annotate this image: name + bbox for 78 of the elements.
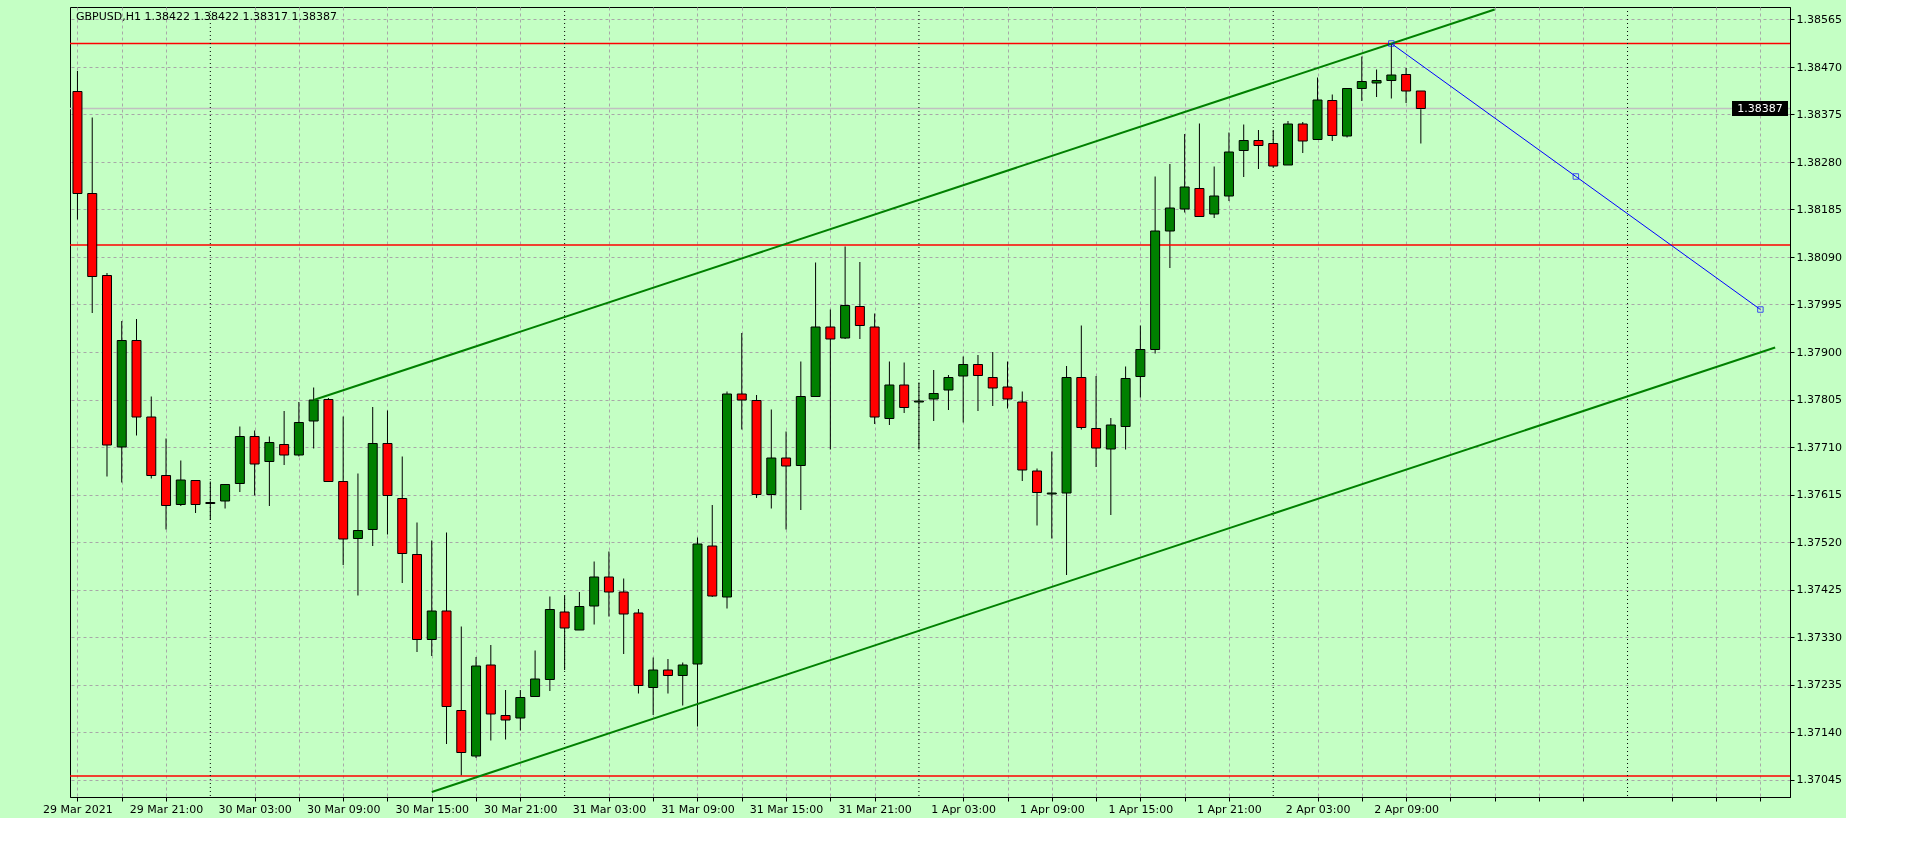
point <box>1757 306 1764 313</box>
y-tick-label: 1.37995 <box>1796 298 1842 311</box>
candlestick <box>736 332 747 430</box>
candlestick <box>1164 163 1175 269</box>
candlestick <box>1238 124 1249 178</box>
x-tick-label: 31 Mar 21:00 <box>838 802 912 816</box>
candlestick <box>264 436 275 507</box>
x-tick-label: 1 Apr 09:00 <box>1019 802 1085 816</box>
candlestick <box>1415 90 1426 144</box>
candlestick <box>1091 375 1102 468</box>
candlestick <box>662 658 673 694</box>
candlestick <box>677 662 688 706</box>
x-tick-label: 30 Mar 09:00 <box>306 802 381 816</box>
y-tick-label: 1.38565 <box>1796 13 1842 26</box>
candlestick <box>1209 166 1220 219</box>
candlestick <box>515 689 526 731</box>
candlestick <box>972 354 983 412</box>
y-tick-label: 1.38280 <box>1796 155 1842 169</box>
x-tick-label: 30 Mar 15:00 <box>395 802 469 816</box>
candlestick <box>1179 133 1190 213</box>
candlestick <box>530 650 541 697</box>
y-tick-label: 1.37710 <box>1796 440 1842 454</box>
candlestick <box>352 473 363 596</box>
y-tick-label: 1.37425 <box>1796 583 1842 596</box>
candlestick <box>1046 451 1057 539</box>
candlestick <box>574 591 585 631</box>
y-tick-label: 1.37235 <box>1796 678 1842 691</box>
y-tick-label: 1.37330 <box>1796 630 1842 644</box>
candlestick <box>1253 129 1264 170</box>
candlestick <box>781 431 792 530</box>
candlestick <box>958 356 969 423</box>
candlestick <box>1297 121 1308 154</box>
x-tick-label: 31 Mar 09:00 <box>661 802 735 816</box>
candlestick <box>648 657 659 716</box>
candlestick <box>854 261 865 340</box>
y-tick-label: 1.38185 <box>1796 203 1842 216</box>
x-tick-label: 1 Apr 15:00 <box>1108 802 1174 816</box>
candlestick <box>1386 43 1397 99</box>
candlestick <box>220 484 231 509</box>
y-tick-label: 1.37140 <box>1796 725 1842 739</box>
y-tick-label: 1.37805 <box>1796 393 1842 406</box>
candlestick <box>1002 361 1013 409</box>
x-tick-label: 30 Mar 21:00 <box>484 802 558 816</box>
y-tick-label: 1.38470 <box>1796 60 1842 74</box>
candlestick <box>618 578 629 655</box>
candlestick <box>943 374 954 411</box>
y-tick-label: 1.38090 <box>1796 250 1842 264</box>
candlestick <box>899 362 910 414</box>
point <box>1572 173 1580 180</box>
x-tick-label: 29 Mar 21:00 <box>129 802 204 816</box>
candlestick <box>500 689 511 740</box>
candlestick <box>190 480 201 514</box>
y-tick-label: 1.37900 <box>1796 345 1842 359</box>
candlestick <box>825 309 836 450</box>
x-tick-label: 2 Apr 03:00 <box>1285 802 1351 816</box>
y-tick-label: 1.37520 <box>1796 535 1842 549</box>
x-tick-label: 29 Mar 2021 <box>43 802 113 816</box>
ref-line-label: 1.38387 <box>1737 101 1783 115</box>
x-tick-label: 1 Apr 21:00 <box>1197 802 1262 816</box>
y-tick-label: 1.37615 <box>1796 488 1842 501</box>
candlestick <box>1105 417 1116 516</box>
candlestick <box>1356 56 1367 102</box>
candlestick <box>1401 67 1412 104</box>
x-tick-label: 31 Mar 15:00 <box>749 802 824 816</box>
point <box>1388 40 1395 47</box>
candlestick <box>279 410 290 466</box>
candlestick <box>1032 468 1043 526</box>
candlestick <box>987 351 998 407</box>
chart-title: GBPUSD,H1 1.38422 1.38422 1.38317 1.38387 <box>76 10 337 23</box>
y-tick-label: 1.37045 <box>1796 773 1842 786</box>
candlestick <box>603 551 614 617</box>
x-tick-label: 30 Mar 03:00 <box>218 802 292 816</box>
candlestick <box>1371 69 1382 98</box>
candlestick <box>928 369 939 422</box>
x-tick-label: 1 Apr 03:00 <box>931 802 997 816</box>
x-tick-label: 31 Mar 03:00 <box>572 802 647 816</box>
y-tick-label: 1.38375 <box>1796 108 1842 121</box>
x-tick-label: 2 Apr 09:00 <box>1374 802 1439 816</box>
